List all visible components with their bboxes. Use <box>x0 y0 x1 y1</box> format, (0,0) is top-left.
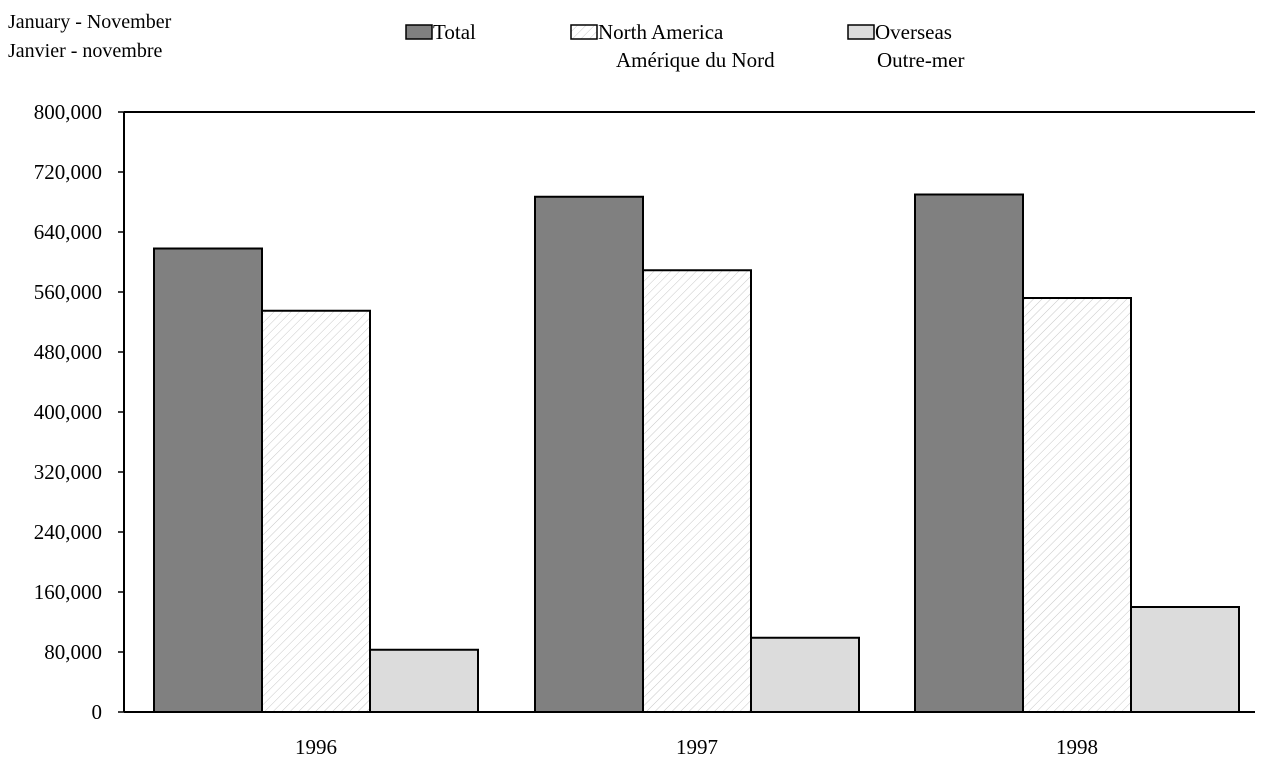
bars <box>153 193 1240 713</box>
legend-item-north-america: North America Amérique du Nord <box>570 20 775 72</box>
y-tick-label: 240,000 <box>34 520 102 544</box>
x-tick-label-1997: 1997 <box>676 735 718 759</box>
legend-item-total: Total <box>405 20 476 44</box>
y-tick-label: 80,000 <box>44 640 102 664</box>
bar-total-1998 <box>914 193 1024 713</box>
bar-north-america-1996 <box>261 309 371 713</box>
legend-swatch-overseas <box>847 24 875 40</box>
x-tick-label-1998: 1998 <box>1056 735 1098 759</box>
y-tick-label: 480,000 <box>34 340 102 364</box>
legend-label-overseas-fr: Outre-mer <box>877 48 964 72</box>
subtitle-line-2: Janvier - novembre <box>8 40 163 62</box>
x-tick-label-1996: 1996 <box>295 735 337 759</box>
legend-label-overseas: Overseas <box>875 20 952 44</box>
legend-label-north-america-fr: Amérique du Nord <box>616 48 775 72</box>
legend-swatch-total <box>405 24 433 40</box>
y-tick-label: 800,000 <box>34 100 102 124</box>
legend-item-overseas: Overseas Outre-mer <box>847 20 964 72</box>
legend-swatch-north-america <box>570 24 598 40</box>
y-tick-label: 0 <box>92 700 103 724</box>
y-tick-label: 400,000 <box>34 400 102 424</box>
legend-label-north-america: North America <box>598 20 724 44</box>
subtitle-line-1: January - November <box>8 11 172 33</box>
x-axis-labels: 1996 1997 1998 <box>295 735 1098 759</box>
bar-overseas-1997 <box>750 636 860 713</box>
y-tick-label: 160,000 <box>34 580 102 604</box>
y-tick-label: 320,000 <box>34 460 102 484</box>
y-tick-label: 720,000 <box>34 160 102 184</box>
y-tick-label: 560,000 <box>34 280 102 304</box>
bar-total-1997 <box>534 195 644 713</box>
y-axis-ticks: 800,000 720,000 640,000 560,000 480,000 400,0… <box>34 100 124 724</box>
bar-north-america-1998 <box>1022 297 1132 713</box>
bar-total-1996 <box>153 247 263 713</box>
legend: Total North America Amérique du Nord Ove… <box>405 20 964 72</box>
bar-north-america-1997 <box>642 269 752 713</box>
bar-overseas-1998 <box>1130 606 1240 713</box>
bar-overseas-1996 <box>369 648 479 713</box>
y-tick-label: 640,000 <box>34 220 102 244</box>
legend-label-total: Total <box>433 20 476 44</box>
